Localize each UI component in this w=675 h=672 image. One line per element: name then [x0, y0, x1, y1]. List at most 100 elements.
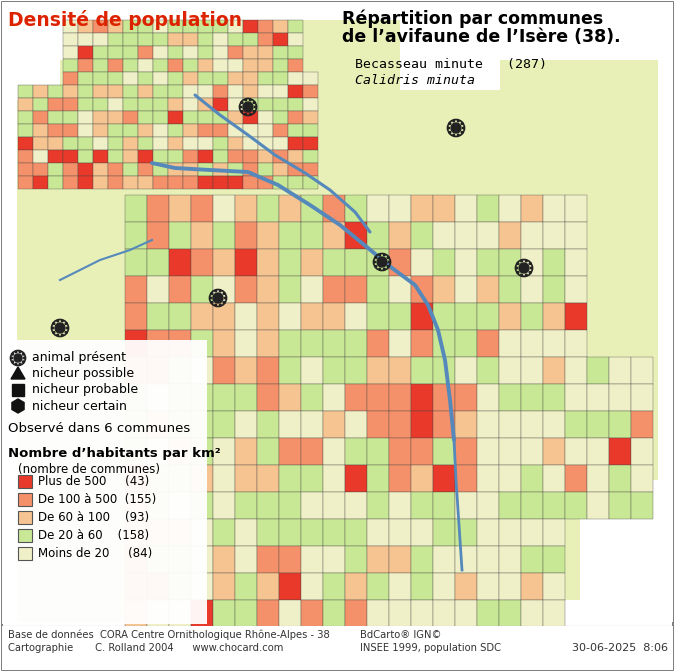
Bar	[288, 176, 302, 189]
Bar	[108, 72, 122, 85]
Bar	[477, 195, 499, 222]
Bar	[125, 384, 146, 411]
Bar	[2, 626, 673, 670]
Bar	[138, 20, 153, 32]
Bar	[235, 411, 256, 437]
Bar	[243, 124, 257, 136]
Bar	[389, 492, 410, 519]
Bar	[33, 137, 47, 149]
Bar	[93, 20, 107, 32]
Bar	[213, 46, 227, 58]
Bar	[543, 357, 564, 384]
Bar	[183, 98, 198, 110]
Bar	[228, 59, 242, 71]
Bar	[273, 59, 288, 71]
Bar	[288, 137, 302, 149]
Bar	[147, 330, 169, 357]
Bar	[147, 357, 169, 384]
Bar	[477, 330, 499, 357]
Bar	[198, 111, 213, 124]
Bar	[609, 492, 630, 519]
Bar	[191, 330, 213, 357]
Bar	[411, 303, 433, 329]
Bar	[168, 85, 182, 97]
Bar	[367, 492, 389, 519]
Bar	[303, 137, 317, 149]
Circle shape	[379, 254, 381, 256]
Bar	[258, 111, 273, 124]
Bar	[273, 72, 288, 85]
Circle shape	[462, 127, 464, 129]
Bar	[123, 176, 138, 189]
Bar	[48, 150, 63, 163]
Circle shape	[519, 263, 529, 273]
Circle shape	[517, 271, 519, 274]
Bar	[499, 222, 520, 249]
Bar	[33, 111, 47, 124]
Bar	[273, 163, 288, 175]
Bar	[123, 98, 138, 110]
Circle shape	[250, 99, 251, 101]
Bar	[78, 72, 92, 85]
Bar	[258, 98, 273, 110]
Bar	[63, 33, 78, 46]
Text: nicheur certain: nicheur certain	[32, 399, 127, 413]
Bar	[455, 600, 477, 626]
Bar	[153, 124, 167, 136]
Bar	[565, 330, 587, 357]
Bar	[658, 2, 673, 622]
Bar	[631, 492, 653, 519]
Bar	[345, 384, 367, 411]
Bar	[389, 600, 410, 626]
Circle shape	[250, 114, 251, 115]
Bar	[168, 98, 182, 110]
Bar	[273, 150, 288, 163]
Bar	[235, 465, 256, 491]
Bar	[609, 438, 630, 464]
Bar	[303, 163, 317, 175]
Bar	[301, 384, 323, 411]
Bar	[367, 438, 389, 464]
Bar	[191, 519, 213, 546]
Bar	[455, 249, 477, 276]
Bar	[191, 438, 213, 464]
Bar	[243, 137, 257, 149]
Bar	[301, 303, 323, 329]
Bar	[213, 176, 227, 189]
Bar	[147, 519, 169, 546]
Bar	[499, 573, 520, 599]
Bar	[323, 600, 344, 626]
Bar	[587, 492, 608, 519]
Bar	[455, 438, 477, 464]
Bar	[587, 357, 608, 384]
Bar	[18, 176, 32, 189]
Bar	[78, 59, 92, 71]
Bar	[433, 276, 454, 302]
Bar	[631, 384, 653, 411]
Bar	[147, 573, 169, 599]
Bar	[258, 20, 273, 32]
Bar	[169, 465, 190, 491]
Bar	[108, 163, 122, 175]
Bar	[367, 249, 389, 276]
Bar	[279, 600, 300, 626]
Bar	[279, 438, 300, 464]
Bar	[433, 411, 454, 437]
Bar	[455, 195, 477, 222]
Bar	[228, 137, 242, 149]
Bar	[345, 465, 367, 491]
Bar	[609, 357, 630, 384]
Bar	[138, 46, 153, 58]
Bar	[301, 195, 323, 222]
Bar	[213, 573, 234, 599]
Bar	[213, 137, 227, 149]
Bar	[521, 600, 543, 626]
Bar	[499, 519, 520, 546]
Bar	[123, 137, 138, 149]
Polygon shape	[560, 480, 671, 622]
Bar	[345, 546, 367, 573]
Circle shape	[243, 102, 253, 112]
Bar	[279, 492, 300, 519]
Bar	[279, 357, 300, 384]
Bar	[125, 465, 146, 491]
